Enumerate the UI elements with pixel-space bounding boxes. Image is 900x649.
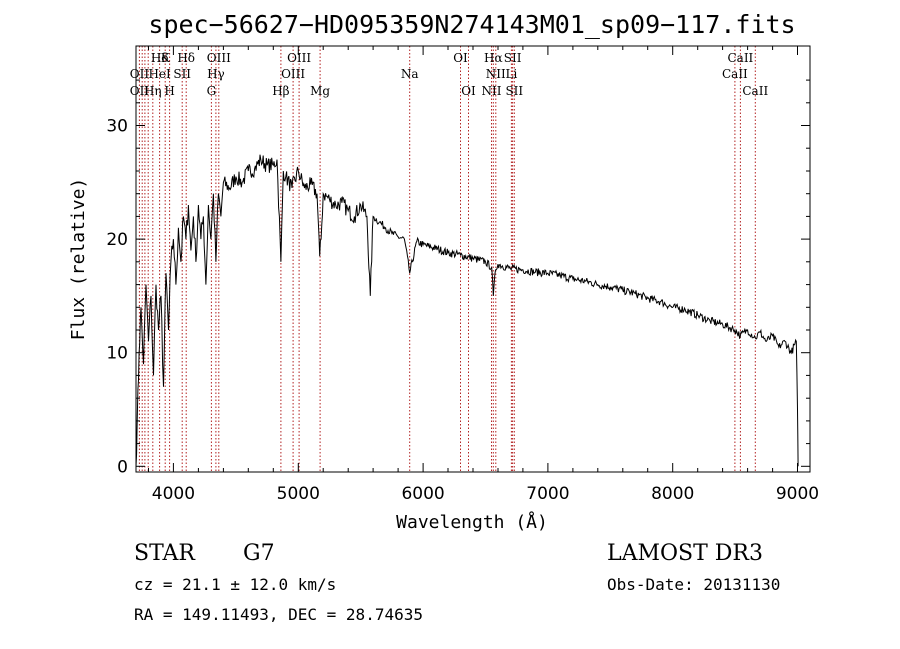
observation-date-label: Obs-Date: 20131130 — [607, 575, 780, 594]
spectral-line-label: Hδ — [177, 51, 195, 65]
redshift-cz-label: cz = 21.1 ± 12.0 km/s — [134, 575, 336, 594]
spectral-line-label: Hδ — [151, 51, 169, 65]
spectral-line-label: OIII — [207, 51, 231, 65]
spectrum-line — [135, 154, 799, 467]
x-tick-label: 5000 — [277, 484, 320, 504]
spectral-line-label: Hγ — [207, 67, 225, 81]
spectral-line-label: Li — [505, 67, 517, 81]
survey-label: LAMOST DR3 — [607, 541, 763, 566]
y-tick-label: 10 — [106, 344, 128, 364]
spectral-line-label: CaII — [727, 51, 753, 65]
spectral-line-label: NII — [486, 67, 506, 81]
x-tick-label: 7000 — [526, 484, 569, 504]
x-tick-label: 8000 — [651, 484, 694, 504]
spectral-line-label: OI — [461, 84, 476, 98]
spectral-line-label: H — [164, 84, 174, 98]
spectral-line-label: Hα — [484, 51, 503, 65]
object-class-label: STAR — [134, 541, 196, 566]
spectral-line-label: OI — [453, 51, 468, 65]
chart-title: spec−56627−HD095359N274143M01_sp09−117.f… — [148, 10, 795, 39]
spectral-line-label: OIII — [287, 51, 311, 65]
y-axis-label: Flux (relative) — [68, 178, 89, 341]
spectral-line-label: Mg — [310, 84, 330, 98]
spectral-line-label: SII — [173, 67, 191, 81]
spectral-line-label: SII — [505, 84, 523, 98]
y-tick-label: 30 — [106, 117, 128, 137]
spectral-line-label: CaII — [742, 84, 768, 98]
y-axis-ticks: 0 10 20 30 — [106, 79, 810, 477]
spectral-line-label: Na — [401, 67, 419, 81]
x-tick-label: 4000 — [152, 484, 195, 504]
y-tick-label: 20 — [106, 230, 128, 250]
ra-dec-label: RA = 149.11493, DEC = 28.74635 — [134, 605, 423, 624]
spectral-line-markers — [138, 46, 756, 472]
spectral-line-label: OII — [130, 84, 150, 98]
object-subclass-label: G7 — [243, 541, 275, 566]
spectral-line-label: NII — [482, 84, 502, 98]
x-tick-label: 6000 — [401, 484, 444, 504]
spectral-line-label: OII — [130, 67, 150, 81]
spectral-line-label: SII — [504, 51, 522, 65]
spectral-line-label: Hβ — [272, 84, 289, 98]
y-tick-label: 0 — [117, 457, 128, 477]
spectral-line-label: K — [161, 51, 171, 65]
x-tick-label: 9000 — [776, 484, 819, 504]
spectral-line-label: CaII — [722, 67, 748, 81]
spectral-line-label: HeI — [148, 67, 171, 81]
x-axis-ticks: 4000 5000 6000 7000 8000 9000 — [148, 46, 819, 504]
spectral-line-label: Hη — [144, 84, 162, 98]
x-axis-label: Wavelength (Å) — [396, 511, 548, 533]
spectral-line-label: OIII — [281, 67, 305, 81]
spectral-line-label: G — [207, 84, 217, 98]
